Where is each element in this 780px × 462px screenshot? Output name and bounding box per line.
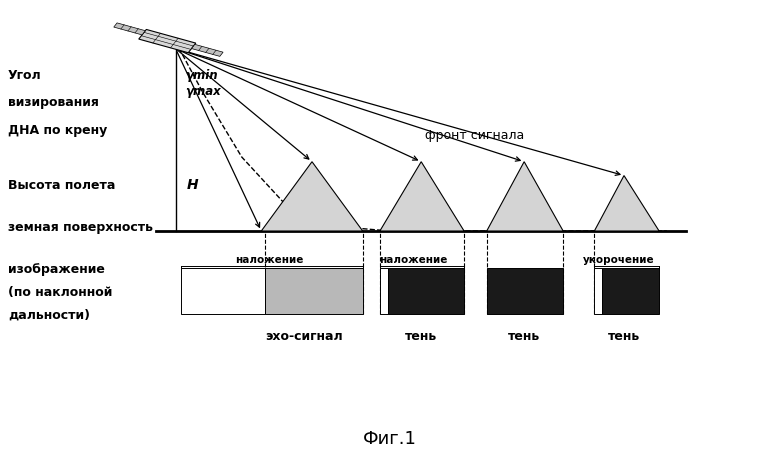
Polygon shape — [487, 162, 563, 231]
Text: H: H — [187, 178, 199, 192]
Text: тень: тень — [608, 329, 640, 342]
Text: эхо-сигнал: эхо-сигнал — [265, 329, 343, 342]
Text: ДНА по крену: ДНА по крену — [8, 124, 107, 137]
Polygon shape — [192, 44, 223, 56]
Text: тень: тень — [405, 329, 438, 342]
Text: Фиг.1: Фиг.1 — [363, 430, 417, 448]
Text: Угол: Угол — [8, 68, 41, 81]
Polygon shape — [114, 23, 145, 35]
Bar — [602, 268, 659, 314]
Text: земная поверхность: земная поверхность — [8, 221, 153, 234]
Text: дальности): дальности) — [8, 309, 90, 322]
Bar — [388, 268, 464, 314]
Text: γmin: γmin — [185, 68, 218, 81]
Polygon shape — [261, 162, 363, 231]
Text: укорочение: укорочение — [583, 255, 654, 265]
Text: наложение: наложение — [235, 255, 303, 265]
Text: (по наклонной: (по наклонной — [8, 286, 112, 298]
Polygon shape — [594, 176, 659, 231]
Text: тень: тень — [508, 329, 541, 342]
Bar — [380, 268, 388, 314]
Polygon shape — [139, 30, 196, 53]
Polygon shape — [380, 162, 464, 231]
Text: Высота полета: Высота полета — [8, 179, 115, 192]
Text: γmax: γmax — [185, 85, 221, 97]
Bar — [181, 268, 265, 314]
Text: изображение: изображение — [8, 262, 105, 275]
Bar — [265, 268, 363, 314]
Bar — [594, 268, 602, 314]
Text: наложение: наложение — [379, 255, 448, 265]
Bar — [487, 268, 563, 314]
Text: визирования: визирования — [8, 96, 99, 109]
Text: фронт сигнала: фронт сигнала — [425, 128, 524, 141]
